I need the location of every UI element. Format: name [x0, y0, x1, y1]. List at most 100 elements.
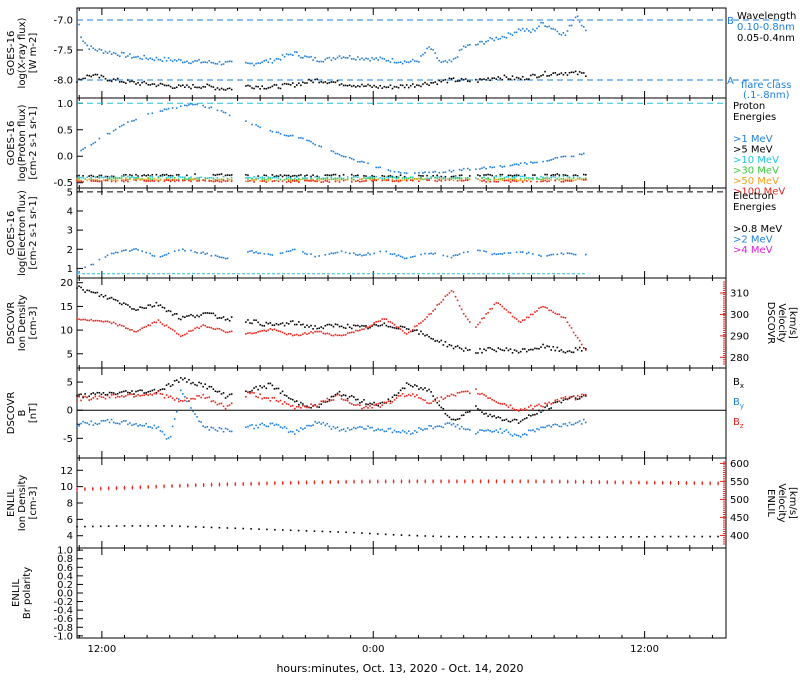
data-point — [572, 253, 575, 256]
data-point — [468, 321, 471, 323]
data-point — [287, 180, 290, 183]
data-point — [405, 382, 408, 384]
data-point — [391, 322, 394, 324]
data-point — [519, 420, 522, 423]
data-point — [574, 347, 577, 349]
data-point — [155, 85, 158, 88]
data-point — [285, 322, 288, 324]
data-point — [371, 178, 373, 181]
data-point — [546, 255, 548, 257]
data-point — [330, 178, 333, 180]
data-point — [560, 349, 563, 351]
data-point — [582, 394, 585, 396]
data-point — [438, 59, 441, 62]
data-point — [430, 337, 432, 340]
data-point — [523, 407, 526, 410]
legend-extra: (.1-.8nm) — [743, 90, 790, 101]
data-point — [330, 399, 333, 402]
data-point — [430, 48, 432, 50]
data-point — [458, 49, 461, 52]
data-point — [371, 406, 373, 409]
data-point — [332, 334, 335, 337]
data-point — [218, 426, 221, 429]
data-point — [200, 176, 202, 179]
data-point — [151, 178, 154, 181]
data-point — [426, 402, 428, 404]
data-point — [106, 52, 109, 54]
data-point — [485, 181, 487, 183]
data-point — [169, 176, 172, 179]
data-point — [375, 179, 377, 182]
data-point — [330, 395, 333, 398]
data-point — [485, 412, 487, 415]
data-point — [481, 392, 483, 395]
data-point — [493, 430, 496, 433]
data-point — [190, 62, 192, 65]
data-point — [383, 322, 386, 325]
data-point — [100, 293, 103, 296]
data-point — [434, 426, 436, 428]
data-point — [92, 178, 95, 181]
data-point — [367, 403, 369, 406]
data-point — [340, 155, 343, 157]
data-point — [316, 180, 318, 183]
data-point — [106, 418, 109, 421]
data-point — [475, 78, 477, 81]
data-point — [391, 57, 394, 60]
y-axis-label: [cm-2 s-1 sr-1] — [28, 196, 39, 269]
data-point — [177, 381, 180, 383]
data-point — [304, 179, 306, 182]
data-point — [298, 180, 300, 183]
data-point — [344, 84, 347, 87]
data-point — [279, 178, 282, 181]
data-point — [304, 332, 306, 334]
data-point — [179, 85, 182, 87]
data-point — [202, 425, 204, 427]
data-point — [448, 177, 451, 180]
data-point — [149, 304, 152, 306]
data-point — [249, 85, 251, 87]
data-point — [141, 327, 143, 329]
data-point — [322, 332, 325, 335]
data-point — [125, 249, 127, 251]
data-point — [485, 167, 487, 170]
y-tick-label: 1.0 — [57, 546, 73, 557]
legend-item: >30 MeV — [733, 166, 779, 177]
data-point — [580, 395, 583, 398]
data-point — [348, 429, 351, 431]
data-point — [251, 123, 253, 126]
data-point — [538, 254, 540, 256]
data-point — [177, 174, 180, 176]
data-point — [355, 404, 357, 406]
y-axis-label: [nT] — [28, 403, 39, 423]
y-axis-label: log(Electron flux) — [17, 190, 28, 276]
data-point — [135, 248, 137, 250]
data-point — [458, 176, 461, 179]
data-point — [251, 322, 253, 325]
data-point — [363, 325, 365, 327]
data-point — [481, 429, 483, 431]
data-point — [359, 329, 361, 332]
data-point — [438, 303, 441, 305]
data-point — [78, 271, 80, 273]
data-point — [123, 81, 125, 84]
data-point — [418, 388, 420, 390]
data-point — [312, 178, 314, 181]
data-point — [495, 401, 498, 403]
data-point — [167, 252, 170, 255]
data-point — [442, 171, 445, 174]
data-point — [568, 179, 571, 181]
data-point — [389, 321, 392, 323]
data-point — [139, 395, 141, 397]
data-point — [338, 84, 341, 86]
data-point — [556, 173, 559, 175]
data-point — [216, 178, 219, 181]
time-tick-label: 0:00 — [362, 644, 384, 655]
data-point — [336, 323, 339, 326]
data-point — [434, 170, 436, 173]
data-point — [194, 398, 196, 400]
legend-item: >50 MeV — [733, 176, 779, 187]
y-tick-label: -1.0 — [53, 631, 73, 642]
data-point — [245, 120, 247, 122]
